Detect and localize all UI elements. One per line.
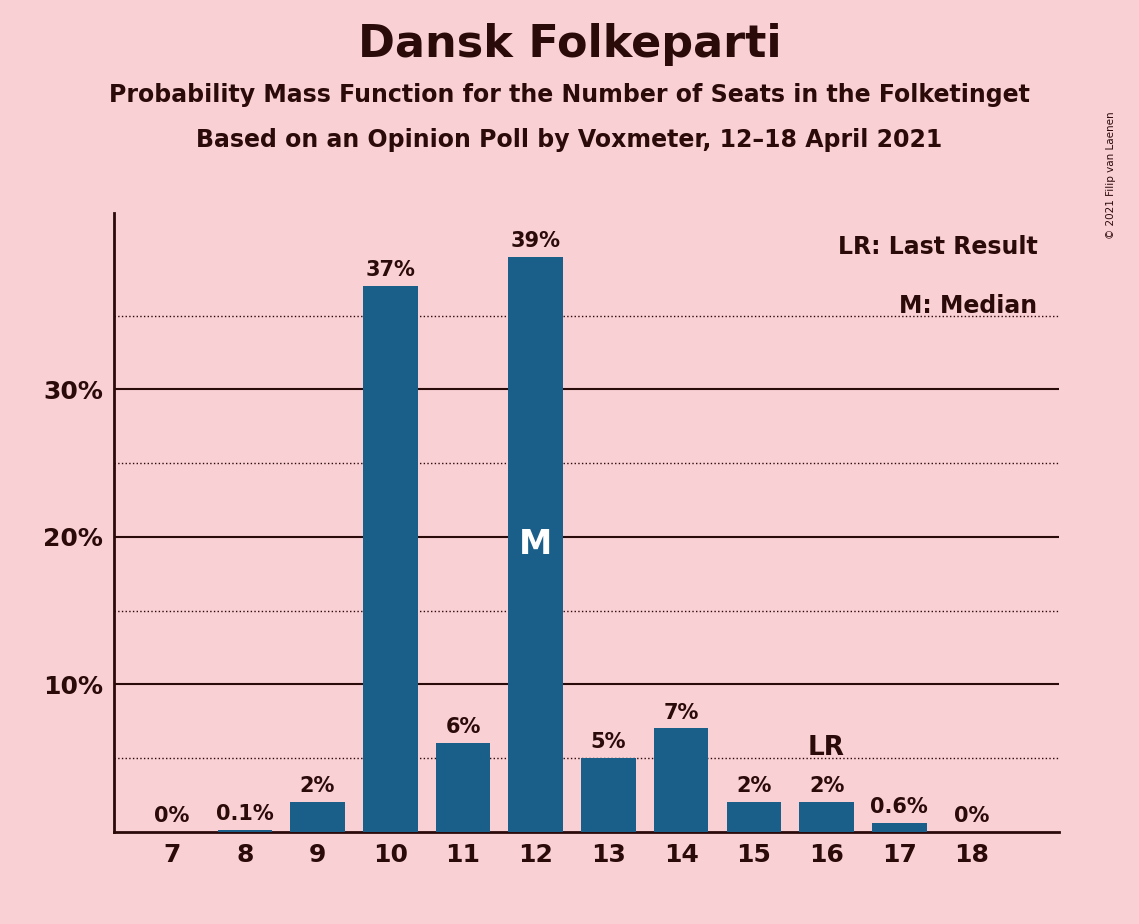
Bar [654, 728, 708, 832]
Text: Based on an Opinion Poll by Voxmeter, 12–18 April 2021: Based on an Opinion Poll by Voxmeter, 12… [196, 128, 943, 152]
Text: 0%: 0% [155, 806, 190, 826]
Text: 2%: 2% [809, 776, 844, 796]
Text: 5%: 5% [591, 732, 626, 752]
Bar [436, 743, 490, 832]
Bar [581, 758, 636, 832]
Text: M: M [519, 528, 552, 561]
Text: LR: Last Result: LR: Last Result [837, 235, 1038, 259]
Text: 7%: 7% [663, 702, 699, 723]
Text: Dansk Folkeparti: Dansk Folkeparti [358, 23, 781, 67]
Bar [872, 822, 926, 832]
Bar [508, 257, 563, 832]
Bar [290, 802, 345, 832]
Bar [800, 802, 854, 832]
Text: 0.1%: 0.1% [216, 804, 273, 824]
Text: 2%: 2% [300, 776, 335, 796]
Text: 6%: 6% [445, 717, 481, 737]
Text: 39%: 39% [510, 231, 560, 250]
Text: M: Median: M: Median [900, 294, 1038, 318]
Text: 37%: 37% [366, 261, 416, 280]
Text: Probability Mass Function for the Number of Seats in the Folketinget: Probability Mass Function for the Number… [109, 83, 1030, 107]
Bar [218, 830, 272, 832]
Text: © 2021 Filip van Laenen: © 2021 Filip van Laenen [1106, 111, 1115, 238]
Bar [363, 286, 418, 832]
Bar [727, 802, 781, 832]
Text: 0.6%: 0.6% [870, 796, 928, 817]
Text: 0%: 0% [954, 806, 990, 826]
Text: LR: LR [808, 735, 845, 760]
Text: 2%: 2% [736, 776, 771, 796]
